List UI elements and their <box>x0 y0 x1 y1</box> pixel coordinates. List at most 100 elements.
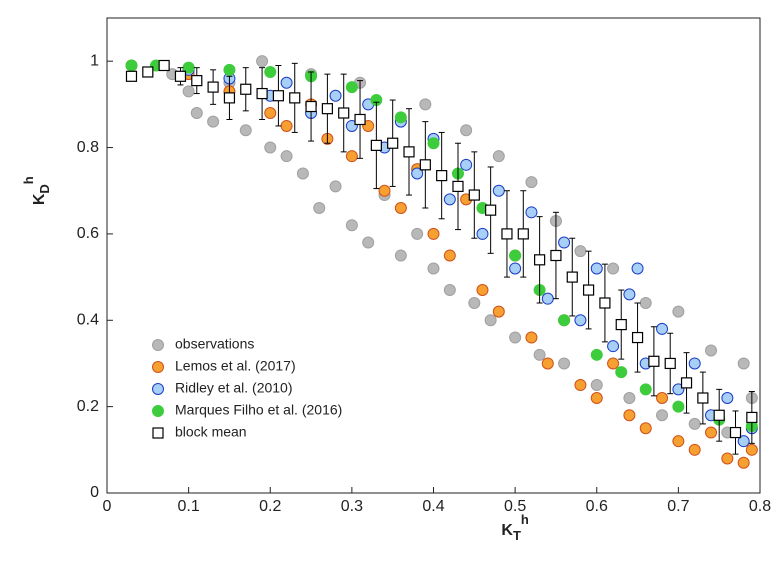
marker <box>566 271 578 283</box>
marker <box>403 146 415 158</box>
x-tick-label: 0.8 <box>749 498 771 515</box>
marker <box>623 392 636 404</box>
x-tick-label: 0.4 <box>422 498 444 515</box>
marker <box>631 262 644 275</box>
marker <box>152 361 164 373</box>
marker <box>468 297 481 309</box>
marker <box>607 262 620 275</box>
y-tick-label: 0.4 <box>77 311 99 328</box>
marker <box>631 331 644 344</box>
marker <box>705 426 718 439</box>
marker <box>313 202 326 214</box>
marker <box>362 236 375 249</box>
marker <box>411 227 424 240</box>
marker <box>590 348 603 361</box>
marker <box>256 87 268 100</box>
marker <box>713 409 725 421</box>
marker <box>338 107 350 119</box>
x-tick-label: 0.3 <box>341 498 363 515</box>
marker <box>329 89 342 102</box>
marker <box>378 184 391 197</box>
marker <box>509 331 522 344</box>
marker <box>125 70 138 82</box>
marker <box>656 392 669 404</box>
legend-label: block mean <box>175 424 247 440</box>
marker <box>182 85 195 98</box>
xlabel-label-sub: T <box>513 528 521 543</box>
marker <box>623 288 636 301</box>
ylabel-label-sub: D <box>37 184 52 193</box>
marker <box>590 262 603 275</box>
ylabel-label-sup: h <box>21 176 36 184</box>
marker <box>272 90 285 102</box>
marker <box>158 59 170 72</box>
marker <box>264 65 277 78</box>
x-tick-label: 0.5 <box>504 498 526 515</box>
marker <box>541 357 554 370</box>
marker <box>664 357 676 370</box>
marker <box>492 150 505 163</box>
marker <box>125 59 138 72</box>
marker <box>152 405 164 417</box>
marker <box>534 254 546 266</box>
marker <box>639 383 652 396</box>
marker <box>697 392 709 404</box>
xlabel-label: KTh <box>501 512 529 543</box>
marker <box>607 340 620 353</box>
marker <box>190 107 203 119</box>
legend-label: observations <box>175 336 254 352</box>
marker <box>419 98 432 111</box>
marker <box>387 137 399 149</box>
marker <box>533 348 546 361</box>
marker <box>492 184 505 197</box>
xlabel-label-sup: h <box>521 512 529 527</box>
marker <box>142 66 154 78</box>
marker <box>737 357 750 370</box>
marker <box>427 262 440 275</box>
marker <box>427 137 440 150</box>
marker <box>296 167 309 180</box>
marker <box>289 92 301 104</box>
marker <box>264 141 277 154</box>
x-tick-label: 0.1 <box>178 498 200 515</box>
marker <box>525 206 538 219</box>
marker <box>264 107 277 119</box>
plot-frame <box>106 17 761 494</box>
marker <box>746 411 758 424</box>
marker <box>223 92 236 104</box>
plot-area <box>107 18 760 493</box>
marker <box>672 305 685 318</box>
y-tick-label: 1 <box>90 52 99 69</box>
marker <box>452 180 464 193</box>
marker <box>443 249 456 262</box>
ylabel-label-base: K <box>31 193 48 205</box>
marker <box>443 284 456 297</box>
marker <box>550 249 562 262</box>
marker <box>256 55 269 68</box>
marker <box>509 249 522 262</box>
marker <box>411 167 424 180</box>
marker <box>680 377 693 389</box>
marker <box>525 176 538 189</box>
x-tick-label: 0.7 <box>667 498 689 515</box>
marker <box>280 76 293 89</box>
marker <box>582 284 595 296</box>
marker <box>345 81 358 94</box>
marker <box>615 366 628 379</box>
marker <box>152 383 164 395</box>
marker <box>305 100 317 113</box>
marker <box>485 204 497 216</box>
marker <box>484 314 497 327</box>
marker <box>476 227 489 240</box>
marker <box>729 426 742 439</box>
legend-label: Ridley et al. (2010) <box>175 380 293 396</box>
marker <box>207 115 220 128</box>
marker <box>394 111 407 124</box>
marker <box>639 297 652 309</box>
marker <box>558 357 571 370</box>
marker <box>345 150 358 163</box>
marker <box>705 344 718 357</box>
marker <box>639 422 652 435</box>
marker <box>721 452 734 465</box>
marker <box>436 170 448 182</box>
